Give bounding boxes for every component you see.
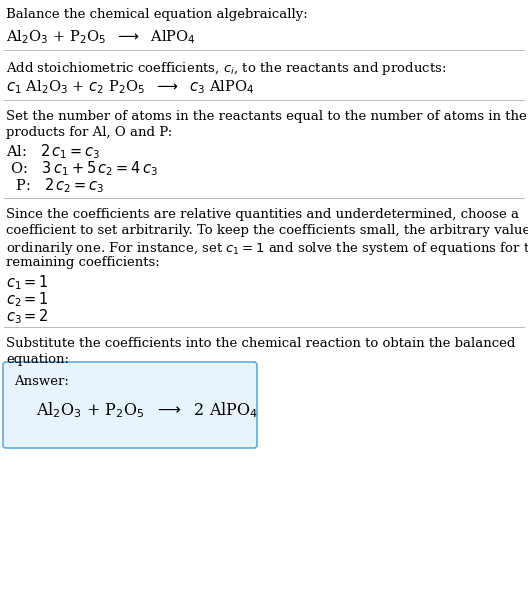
- Text: Al:   $2\,c_1 = c_3$: Al: $2\,c_1 = c_3$: [6, 142, 100, 161]
- Text: remaining coefficients:: remaining coefficients:: [6, 256, 160, 269]
- Text: $c_1 = 1$: $c_1 = 1$: [6, 273, 49, 292]
- Text: Answer:: Answer:: [14, 375, 69, 388]
- Text: Add stoichiometric coefficients, $c_i$, to the reactants and products:: Add stoichiometric coefficients, $c_i$, …: [6, 60, 446, 77]
- Text: $c_2 = 1$: $c_2 = 1$: [6, 290, 49, 309]
- Text: ordinarily one. For instance, set $c_1 = 1$ and solve the system of equations fo: ordinarily one. For instance, set $c_1 =…: [6, 240, 528, 257]
- Text: $c_1$ Al$_2$O$_3$ + $c_2$ P$_2$O$_5$  $\longrightarrow$  $c_3$ AlPO$_4$: $c_1$ Al$_2$O$_3$ + $c_2$ P$_2$O$_5$ $\l…: [6, 78, 254, 96]
- Text: Al$_2$O$_3$ + P$_2$O$_5$  $\longrightarrow$  2 AlPO$_4$: Al$_2$O$_3$ + P$_2$O$_5$ $\longrightarro…: [36, 400, 258, 420]
- Text: products for Al, O and P:: products for Al, O and P:: [6, 126, 172, 139]
- Text: Balance the chemical equation algebraically:: Balance the chemical equation algebraica…: [6, 8, 308, 21]
- Text: Al$_2$O$_3$ + P$_2$O$_5$  $\longrightarrow$  AlPO$_4$: Al$_2$O$_3$ + P$_2$O$_5$ $\longrightarro…: [6, 28, 195, 45]
- Text: Since the coefficients are relative quantities and underdetermined, choose a: Since the coefficients are relative quan…: [6, 208, 519, 221]
- Text: $c_3 = 2$: $c_3 = 2$: [6, 307, 49, 325]
- FancyBboxPatch shape: [3, 362, 257, 448]
- Text: Substitute the coefficients into the chemical reaction to obtain the balanced: Substitute the coefficients into the che…: [6, 337, 515, 350]
- Text: O:   $3\,c_1 + 5\,c_2 = 4\,c_3$: O: $3\,c_1 + 5\,c_2 = 4\,c_3$: [6, 159, 158, 177]
- Text: P:   $2\,c_2 = c_3$: P: $2\,c_2 = c_3$: [6, 176, 105, 195]
- Text: Set the number of atoms in the reactants equal to the number of atoms in the: Set the number of atoms in the reactants…: [6, 110, 527, 123]
- Text: equation:: equation:: [6, 353, 69, 366]
- Text: coefficient to set arbitrarily. To keep the coefficients small, the arbitrary va: coefficient to set arbitrarily. To keep …: [6, 224, 528, 237]
